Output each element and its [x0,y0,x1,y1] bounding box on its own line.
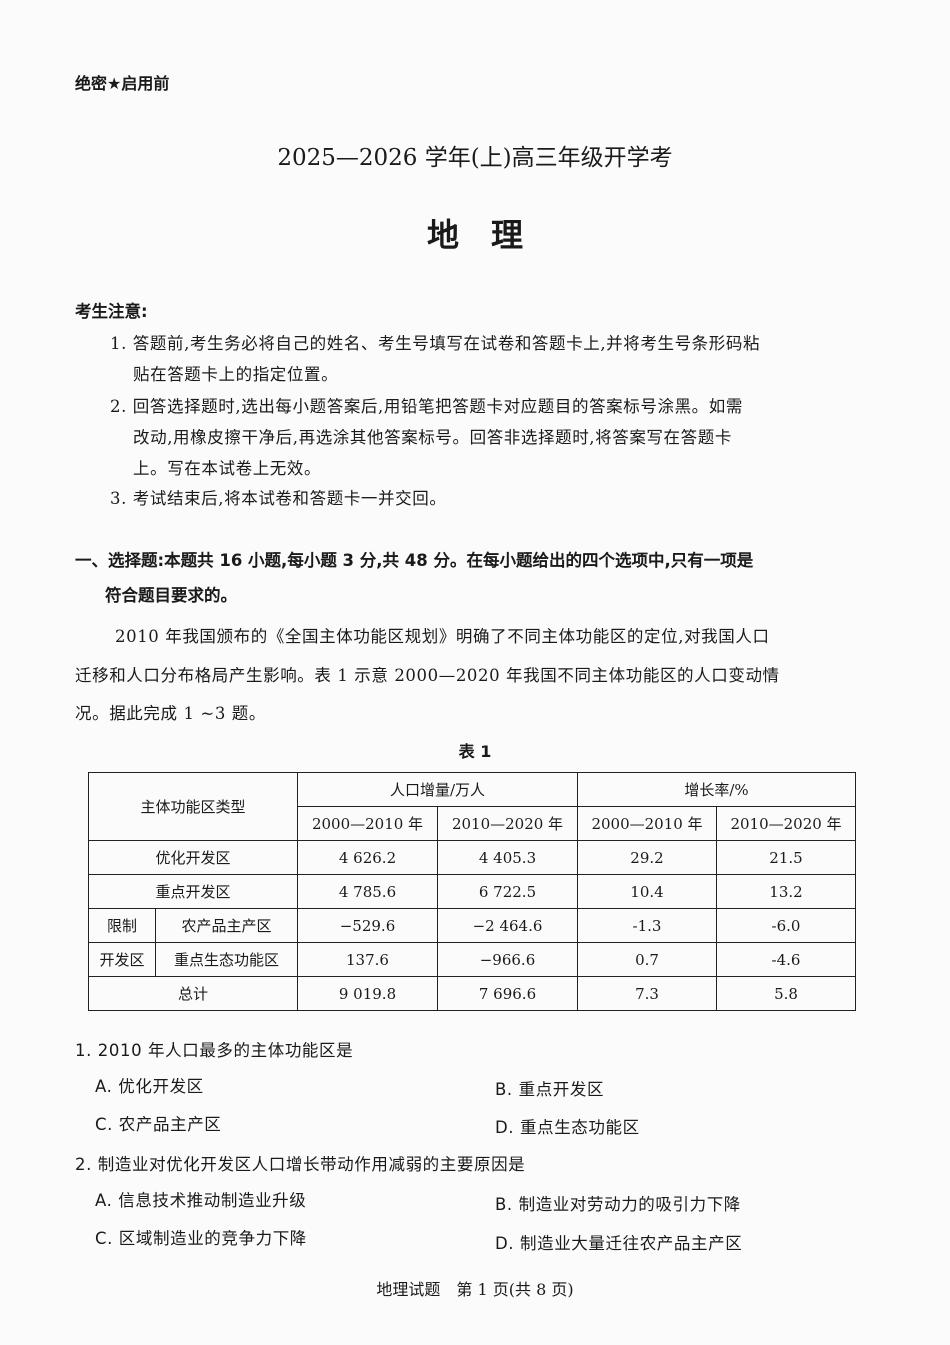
cell: -1.3 [577,908,717,943]
cell: 4 785.6 [297,874,438,909]
intro-3: 况。据此完成 1 ~3 题。 [75,704,266,723]
q1-option-b[interactable]: B. 重点开发区 [495,1080,605,1099]
q2-option-c[interactable]: C. 区域制造业的竞争力下降 [95,1229,307,1248]
question-1-stem: 1. 2010 年人口最多的主体功能区是 [75,1041,354,1060]
page-footer: 地理试题 第 1 页(共 8 页) [376,1280,574,1299]
header-increase: 人口增量/万人 [297,772,578,807]
restricted-label: 限制 [88,908,156,943]
intro-1: 2010 年我国颁布的《全国主体功能区规划》明确了不同主体功能区的定位,对我国人… [115,627,770,646]
period: 2000—2010 年 [577,806,717,841]
notice-2c: 上。写在本试卷上无效。 [133,459,322,478]
notice-2b: 改动,用橡皮擦干净后,再选涂其他答案标号。回答非选择题时,将答案写在答题卡 [133,428,732,447]
period: 2000—2010 年 [297,806,438,841]
header-type: 主体功能区类型 [88,772,298,841]
notice-title: 考生注意: [75,302,148,321]
question-2-stem: 2. 制造业对优化开发区人口增长带动作用减弱的主要原因是 [75,1155,526,1174]
q1-option-c[interactable]: C. 农产品主产区 [95,1115,222,1134]
cell: 137.6 [297,942,438,977]
table-caption: 表 1 [458,742,492,761]
row-name: 农产品主产区 [155,908,298,943]
table-row: 总计 9 019.8 7 696.6 7.3 5.8 [88,976,856,1011]
cell: −529.6 [297,908,438,943]
cell: 4 405.3 [437,840,578,875]
section-heading-2: 符合题目要求的。 [105,586,237,605]
period: 2010—2020 年 [716,806,856,841]
cell: 6 722.5 [437,874,578,909]
cell: 5.8 [716,976,856,1011]
population-table: 主体功能区类型 人口增量/万人 增长率/% 2000—2010 年 2010—20… [88,772,856,1011]
exam-title: 2025—2026 学年(上)高三年级开学考 [277,145,673,171]
notice-3: 3. 考试结束后,将本试卷和答题卡一并交回。 [110,489,447,508]
cell: 9 019.8 [297,976,438,1011]
cell: −2 464.6 [437,908,578,943]
row-name: 总计 [88,976,298,1011]
notice-1a: 1. 答题前,考生务必将自己的姓名、考生号填写在试卷和答题卡上,并将考生号条形码… [110,334,761,353]
q2-option-d[interactable]: D. 制造业大量迁往农产品主产区 [495,1234,743,1253]
cell: 0.7 [577,942,717,977]
q1-option-d[interactable]: D. 重点生态功能区 [495,1118,640,1137]
cell: 13.2 [716,874,856,909]
cell: 29.2 [577,840,717,875]
cell: 10.4 [577,874,717,909]
q2-option-b[interactable]: B. 制造业对劳动力的吸引力下降 [495,1195,741,1214]
header-rate: 增长率/% [577,772,856,807]
subject-title: 地 理 [426,216,523,254]
intro-2: 迁移和人口分布格局产生影响。表 1 示意 2000—2020 年我国不同主体功能… [75,666,780,685]
cell: 7 696.6 [437,976,578,1011]
section-heading: 一、选择题:本题共 16 小题,每小题 3 分,共 48 分。在每小题给出的四个… [75,551,754,570]
row-name: 优化开发区 [88,840,298,875]
notice-2a: 2. 回答选择题时,选出每小题答案后,用铅笔把答题卡对应题目的答案标号涂黑。如需 [110,397,743,416]
cell: 21.5 [716,840,856,875]
notice-1b: 贴在答题卡上的指定位置。 [133,365,339,384]
row-name: 重点生态功能区 [155,942,298,977]
table-row: 限制 农产品主产区 −529.6 −2 464.6 -1.3 -6.0 [88,908,856,943]
q2-option-a[interactable]: A. 信息技术推动制造业升级 [95,1191,307,1210]
q1-option-a[interactable]: A. 优化开发区 [95,1077,204,1096]
table-row: 优化开发区 4 626.2 4 405.3 29.2 21.5 [88,840,856,875]
row-name: 重点开发区 [88,874,298,909]
cell: -6.0 [716,908,856,943]
cell: 4 626.2 [297,840,438,875]
secret-label: 绝密★启用前 [75,74,170,93]
table-row: 开发区 重点生态功能区 137.6 −966.6 0.7 -4.6 [88,942,856,977]
restricted-label: 开发区 [88,942,156,977]
cell: 7.3 [577,976,717,1011]
cell: −966.6 [437,942,578,977]
table-row: 重点开发区 4 785.6 6 722.5 10.4 13.2 [88,874,856,909]
cell: -4.6 [716,942,856,977]
period: 2010—2020 年 [437,806,578,841]
